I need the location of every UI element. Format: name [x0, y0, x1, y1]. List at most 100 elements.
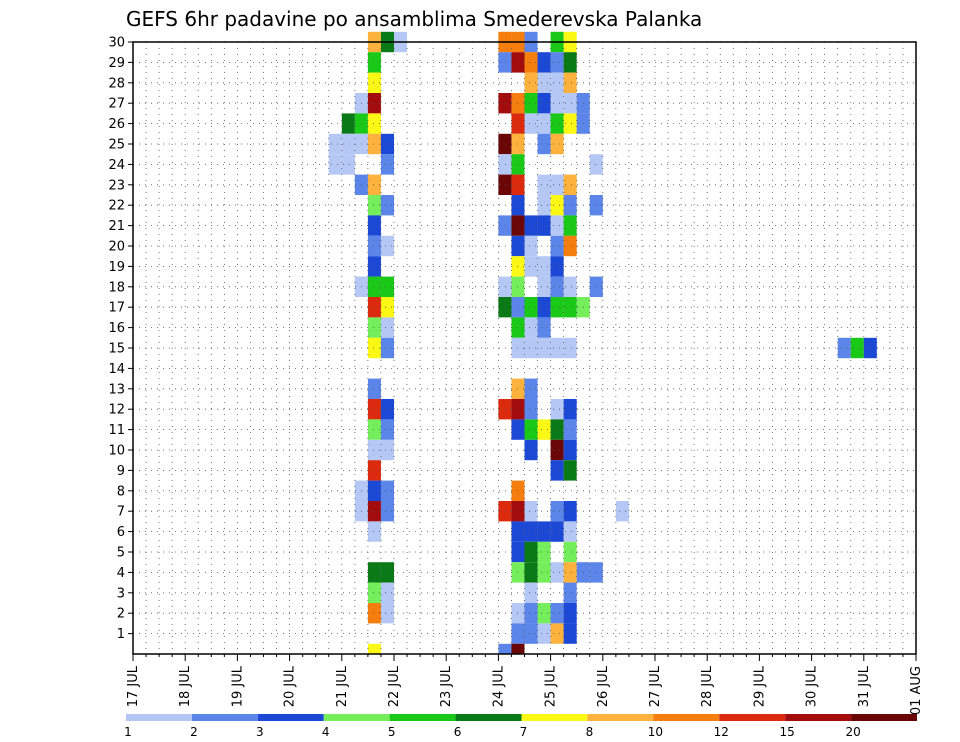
cell — [380, 399, 394, 420]
cell — [524, 521, 538, 542]
cell — [563, 93, 577, 114]
cell — [367, 480, 381, 501]
x-tick-label: 24 JUL — [491, 665, 506, 707]
cell — [498, 215, 512, 236]
y-tick-label: 23 — [108, 178, 125, 193]
cell — [563, 337, 577, 359]
cell — [537, 133, 551, 155]
cell — [328, 154, 342, 175]
colorbar-swatch — [257, 714, 324, 721]
cell — [524, 297, 538, 318]
x-tick-label: 18 JUL — [178, 665, 193, 707]
y-tick-label: 16 — [108, 321, 125, 336]
cell — [550, 603, 564, 624]
cell — [524, 256, 538, 277]
y-tick-label: 7 — [117, 505, 125, 520]
chart-title: GEFS 6hr padavine po ansamblima Smederev… — [126, 7, 702, 31]
x-tick-label: 29 JUL — [752, 665, 767, 707]
cell — [550, 72, 564, 93]
x-tick-label: 25 JUL — [544, 665, 559, 707]
cell — [367, 113, 381, 134]
cell — [367, 399, 381, 420]
cell — [563, 623, 577, 644]
cell — [550, 399, 564, 420]
cell — [524, 113, 538, 134]
y-tick-label: 25 — [108, 138, 125, 153]
cell — [537, 276, 551, 297]
cell — [563, 501, 577, 522]
cell — [341, 113, 355, 134]
cell — [550, 276, 564, 297]
cell — [615, 501, 629, 522]
cell — [537, 297, 551, 318]
cell — [589, 195, 603, 216]
cell — [563, 399, 577, 420]
cell — [380, 235, 394, 257]
y-tick-label: 20 — [108, 240, 125, 255]
cell — [563, 215, 577, 236]
cell — [550, 337, 564, 359]
cell — [563, 419, 577, 440]
y-tick-label: 11 — [108, 423, 125, 438]
cell — [498, 93, 512, 114]
cell — [589, 562, 603, 583]
cell — [537, 603, 551, 624]
cell — [524, 93, 538, 114]
colorbar-swatch — [653, 714, 720, 721]
cell — [524, 317, 538, 338]
cell — [524, 501, 538, 522]
cell — [498, 501, 512, 522]
y-tick-label: 19 — [108, 260, 125, 275]
y-tick-label: 13 — [108, 382, 125, 397]
colorbar-label: 10 — [648, 725, 663, 739]
cell — [498, 399, 512, 420]
cell — [367, 195, 381, 216]
cell — [563, 460, 577, 481]
cell — [537, 195, 551, 216]
grid-layer — [133, 41, 917, 654]
y-axis-ticks: 1234567891011121314151617181920212223242… — [108, 36, 133, 642]
colorbar-swatch — [126, 714, 192, 721]
cell — [380, 439, 394, 461]
cell — [563, 562, 577, 583]
y-tick-label: 10 — [108, 444, 125, 459]
y-tick-label: 24 — [108, 158, 125, 173]
y-tick-label: 3 — [117, 586, 125, 601]
cell — [537, 623, 551, 644]
y-tick-label: 14 — [108, 362, 125, 377]
y-tick-label: 28 — [108, 76, 125, 91]
y-tick-label: 6 — [117, 525, 125, 540]
y-tick-label: 30 — [108, 36, 125, 51]
cell — [367, 603, 381, 624]
cell — [537, 52, 551, 73]
cell — [498, 133, 512, 155]
cell — [367, 501, 381, 522]
cell — [367, 93, 381, 114]
y-tick-label: 9 — [117, 464, 125, 479]
cell — [537, 113, 551, 134]
cell — [367, 235, 381, 257]
colorbar-swatch — [785, 714, 852, 721]
cell — [380, 480, 394, 501]
cell — [524, 541, 538, 563]
cell — [550, 235, 564, 257]
cell — [563, 235, 577, 257]
cell — [511, 643, 525, 654]
colorbar-swatch — [191, 714, 258, 721]
colorbar-swatch — [389, 714, 456, 721]
x-axis-ticks: 17 JUL 18 JUL 19 JUL 20 JUL 21 JUL 22 JUL 23 J… — [126, 654, 924, 715]
y-tick-label: 18 — [108, 280, 125, 295]
cell — [498, 154, 512, 175]
colorbar-label: 3 — [256, 725, 264, 739]
cell — [550, 215, 564, 236]
x-tick-label: 17 JUL — [126, 665, 141, 707]
y-tick-label: 12 — [108, 403, 125, 418]
x-tick-label: 22 JUL — [387, 665, 402, 707]
colorbar-label: 5 — [388, 725, 396, 739]
cell — [550, 419, 564, 440]
cell — [367, 52, 381, 73]
cell — [498, 174, 512, 195]
y-tick-label: 2 — [117, 607, 125, 622]
cell — [837, 337, 851, 359]
colorbar-label: 2 — [190, 725, 198, 739]
